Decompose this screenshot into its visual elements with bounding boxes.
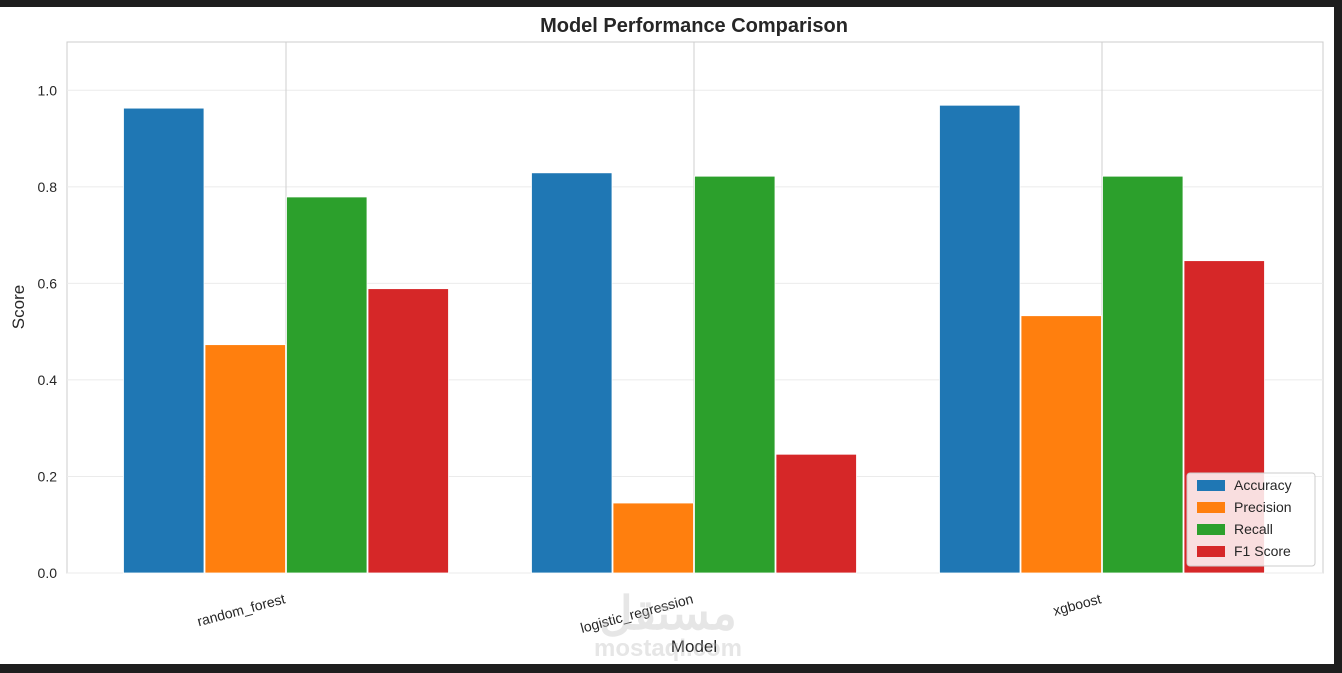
bar-precision <box>1020 315 1102 574</box>
bars-layer <box>123 104 1265 574</box>
bar-accuracy <box>123 107 205 574</box>
bar-accuracy <box>531 172 613 574</box>
y-tick-label: 0.0 <box>38 565 58 581</box>
legend-box <box>1186 472 1316 567</box>
x-tick-label: random_forest <box>195 590 286 629</box>
watermark-arabic: مستقل <box>599 587 737 639</box>
bar-precision <box>612 502 694 574</box>
y-tick-label: 0.4 <box>38 372 58 388</box>
legend: Accuracy Precision Recall F1 Score <box>1186 472 1316 567</box>
bar-recall <box>694 175 776 574</box>
legend-swatch <box>1197 480 1225 491</box>
bar-f1-score <box>775 453 857 574</box>
legend-label: Recall <box>1234 521 1273 537</box>
y-tick-label: 0.8 <box>38 179 58 195</box>
watermark: مستقل mostaql.com <box>594 587 742 662</box>
y-tick-label: 0.6 <box>38 275 58 291</box>
chart-title: Model Performance Comparison <box>540 15 848 37</box>
legend-swatch <box>1197 546 1225 557</box>
legend-label: Accuracy <box>1234 477 1292 493</box>
y-tick-label: 0.2 <box>38 468 58 484</box>
bar-accuracy <box>939 104 1021 574</box>
legend-swatch <box>1197 502 1225 513</box>
watermark-latin: mostaql.com <box>594 635 742 662</box>
legend-label: Precision <box>1234 499 1292 515</box>
bar-recall <box>286 196 368 574</box>
bar-precision <box>204 344 286 574</box>
y-axis-label: Score <box>9 285 28 329</box>
x-axis-label: Model <box>671 637 717 656</box>
legend-label: F1 Score <box>1234 543 1291 559</box>
bar-f1-score <box>367 288 449 574</box>
chart-figure: 0.0 0.2 0.4 0.6 0.8 1.0 random_forest logistic_… <box>0 7 1334 664</box>
y-tick-label: 1.0 <box>38 82 58 98</box>
bar-recall <box>1102 175 1184 574</box>
legend-swatch <box>1197 524 1225 535</box>
x-tick-label: xgboost <box>1051 590 1103 618</box>
